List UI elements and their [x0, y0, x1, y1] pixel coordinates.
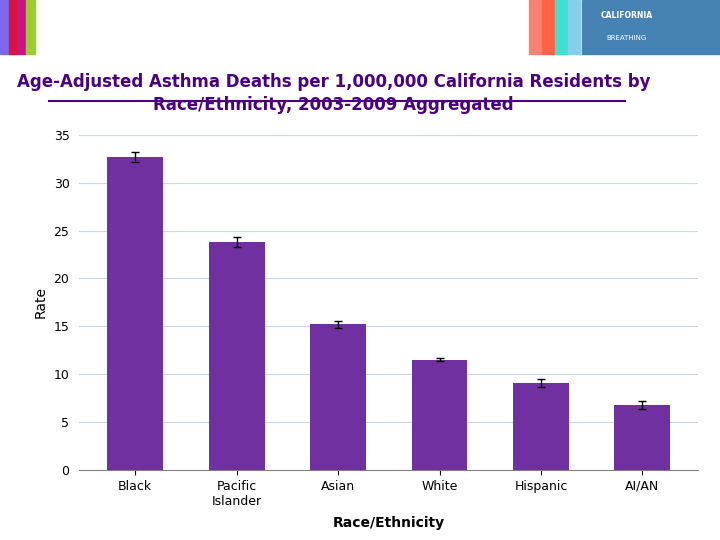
- Bar: [555, 0, 567, 54]
- Text: Data Source: CDPH Office of Health Information Research: Data Source: CDPH Office of Health Infor…: [7, 502, 328, 512]
- Text: Age-Adjusted Asthma Deaths per 1,000,000 California Residents by
Race/Ethnicity,: Age-Adjusted Asthma Deaths per 1,000,000…: [17, 73, 651, 114]
- Bar: [310, 325, 366, 470]
- Bar: [0, 0, 9, 54]
- Bar: [513, 383, 569, 470]
- Text: BREATHING: BREATHING: [606, 35, 647, 41]
- Bar: [568, 0, 580, 54]
- Bar: [529, 0, 541, 54]
- Bar: [17, 0, 26, 54]
- Bar: [542, 0, 554, 54]
- Bar: [9, 0, 17, 54]
- Y-axis label: Rate: Rate: [34, 286, 48, 319]
- Bar: [614, 405, 670, 470]
- Bar: [582, 0, 720, 54]
- Bar: [107, 157, 163, 470]
- Bar: [26, 0, 35, 54]
- Bar: [412, 360, 467, 470]
- Text: CALIFORNIA: CALIFORNIA: [600, 11, 652, 19]
- Text: Page 161 of full report: Page 161 of full report: [7, 523, 132, 533]
- Bar: [209, 242, 264, 470]
- X-axis label: Race/Ethnicity: Race/Ethnicity: [333, 516, 445, 530]
